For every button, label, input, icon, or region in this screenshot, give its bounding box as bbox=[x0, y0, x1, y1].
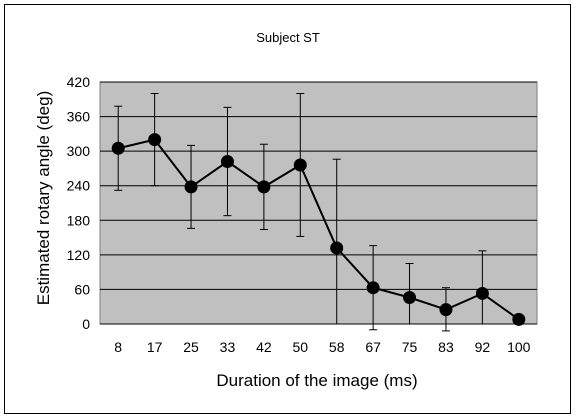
x-tick-label: 58 bbox=[329, 339, 345, 355]
y-tick-label: 420 bbox=[67, 74, 91, 90]
chart-title: Subject ST bbox=[256, 30, 320, 45]
series-line bbox=[117, 138, 520, 321]
x-tick-label: 75 bbox=[402, 339, 418, 355]
data-point bbox=[439, 303, 453, 317]
data-point bbox=[366, 281, 380, 295]
x-tick-label: 42 bbox=[256, 339, 272, 355]
data-point bbox=[111, 141, 125, 155]
data-point bbox=[220, 155, 234, 169]
y-tick-labels: 0 60 120 180 240 300 360 420 bbox=[67, 74, 91, 332]
x-tick-label: 67 bbox=[365, 339, 381, 355]
data-point bbox=[330, 241, 344, 255]
y-axis-label: Estimated rotary angle (deg) bbox=[34, 91, 53, 306]
data-points bbox=[111, 133, 526, 326]
x-tick-label: 100 bbox=[507, 339, 531, 355]
y-tick-label: 300 bbox=[67, 143, 91, 159]
x-axis-label: Duration of the image (ms) bbox=[216, 371, 417, 390]
data-point bbox=[293, 158, 307, 172]
x-tick-label: 8 bbox=[114, 339, 122, 355]
y-tick-label: 180 bbox=[67, 212, 91, 228]
x-tick-label: 17 bbox=[147, 339, 163, 355]
x-tick-labels: 8 17 25 33 42 50 58 67 75 83 92 100 bbox=[114, 339, 530, 355]
data-point bbox=[512, 312, 526, 326]
data-point bbox=[257, 180, 271, 194]
gridlines bbox=[100, 81, 537, 325]
y-tick-label: 120 bbox=[67, 247, 91, 263]
y-tick-label: 360 bbox=[67, 109, 91, 125]
x-tick-label: 92 bbox=[475, 339, 491, 355]
data-point bbox=[475, 286, 489, 300]
y-tick-label: 60 bbox=[74, 281, 90, 297]
y-tick-label: 240 bbox=[67, 178, 91, 194]
y-tick-label: 0 bbox=[82, 316, 90, 332]
data-point bbox=[403, 290, 417, 304]
x-tick-label: 50 bbox=[293, 339, 309, 355]
x-tick-label: 83 bbox=[438, 339, 454, 355]
x-tick-label: 33 bbox=[220, 339, 236, 355]
plot-area bbox=[99, 81, 538, 325]
data-point bbox=[148, 133, 162, 147]
x-tick-label: 25 bbox=[183, 339, 199, 355]
data-point bbox=[184, 180, 198, 194]
